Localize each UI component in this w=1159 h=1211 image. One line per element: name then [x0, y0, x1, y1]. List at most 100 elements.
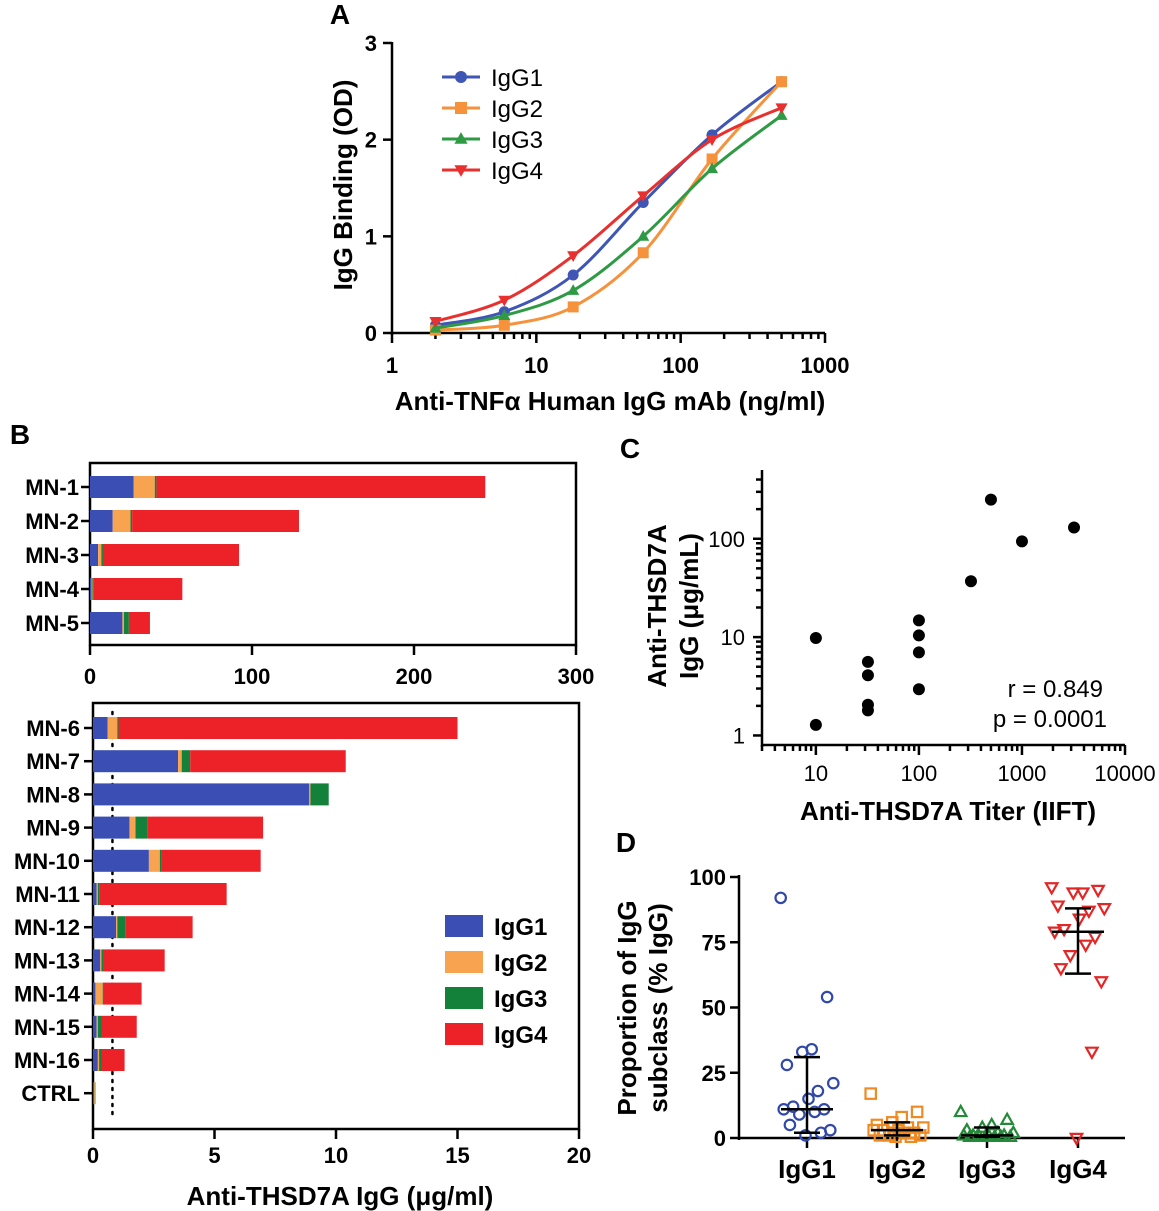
panel-label-a: A: [330, 0, 350, 30]
panel-d-category-label: IgG4: [1049, 1154, 1107, 1184]
panel-c-point: [913, 614, 925, 626]
panel-d-y-axis-label-line2: subclass (% IgG): [643, 903, 673, 1113]
panel-d-point-igg4: [1092, 886, 1103, 896]
panel-b-bottom-bar-igg4: [126, 916, 193, 938]
panel-b-top-bar-igg2: [98, 544, 101, 566]
panel-b-bottom-bar-igg2: [108, 717, 118, 739]
panel-b-bottom-bar-igg1: [93, 783, 309, 805]
panel-c-point: [985, 494, 997, 506]
panel-a-y-tick-label: 2: [365, 128, 377, 153]
panel-b-bottom-bar-igg3: [136, 817, 148, 839]
panel-a-legend-label: IgG2: [491, 96, 543, 123]
panel-d-y-tick-label: 0: [714, 1126, 726, 1151]
panel-d-point-igg4: [1052, 902, 1063, 912]
panel-a-y-tick-label: 1: [365, 224, 377, 249]
panel-b-legend-swatch-igg1: [445, 915, 483, 937]
panel-c-y-tick-label: 1: [733, 723, 745, 748]
panel-d-y-tick-label: 100: [689, 865, 726, 890]
panel-b-bottom-bar-igg1: [93, 717, 108, 739]
panel-b-top-bar-igg1: [90, 510, 113, 532]
panel-b-top-bar-igg3: [124, 612, 129, 634]
panel-b-bottom-bar-igg2: [97, 1016, 98, 1038]
panel-a-point-igg2: [776, 76, 787, 87]
panel-c-point: [862, 704, 874, 716]
panel-d-y-axis-label-line1: Proportion of IgG: [612, 900, 642, 1115]
panel-c-point: [913, 646, 925, 658]
panel-c-point: [810, 632, 822, 644]
panel-b-bottom-bar-igg4: [148, 817, 263, 839]
panel-b-bottom-bar-igg4: [99, 883, 227, 905]
panel-b-top-bar-igg2: [134, 476, 155, 498]
panel-a-x-tick-label: 1000: [801, 353, 850, 378]
panel-b-top-bar-igg4: [156, 476, 485, 498]
panel-b-top-bar-igg3: [92, 578, 93, 600]
panel-b-bottom-bar-igg4: [119, 717, 458, 739]
panel-d-point-igg1: [822, 992, 832, 1002]
panel-b-top-x-tick-label: 100: [234, 664, 271, 689]
panel-b-bottom-bar-igg2: [149, 850, 160, 872]
panel-b-legend-swatch-igg3: [445, 987, 483, 1009]
panel-d-point-igg4: [1068, 889, 1079, 899]
panel-a-x-tick-label: 10: [524, 353, 548, 378]
panel-d-point-igg1: [797, 1047, 807, 1057]
panel-d-point-igg1: [803, 1094, 813, 1104]
panel-b-bottom-category-label: MN-10: [14, 849, 80, 874]
panel-b-bottom-category-label: MN-16: [14, 1048, 80, 1073]
panel-a-legend-marker: [455, 102, 467, 114]
panel-a-point-igg2: [568, 301, 579, 312]
panel-a-point-igg2: [638, 247, 649, 258]
panel-a-legend-label: IgG3: [491, 127, 543, 154]
panel-d-point-igg1: [776, 893, 786, 903]
panel-c-chart: Anti-THSD7A IgG (μg/mL) Anti-THSD7A Tite…: [642, 470, 1156, 826]
panel-b-x-axis-label: Anti-THSD7A IgG (μg/ml): [187, 1181, 494, 1211]
panel-c-x-tick-label: 10000: [1094, 761, 1155, 786]
panel-a-y-tick-label: 3: [365, 31, 377, 56]
panel-b-top-x-tick-label: 300: [558, 664, 595, 689]
panel-b-bottom-bar-igg3: [103, 983, 104, 1005]
panel-b-top-bar-igg3: [101, 544, 103, 566]
panel-b-bottom-bar-igg2: [116, 916, 117, 938]
panel-c-p-annotation: p = 0.0001: [993, 706, 1107, 733]
panel-a-point-igg4: [706, 135, 718, 146]
panel-d-point-igg2: [866, 1088, 876, 1098]
panel-a-legend-label: IgG1: [491, 65, 543, 92]
panel-c-x-tick-label: 1000: [997, 761, 1046, 786]
panel-b-bottom-bar-igg4: [104, 949, 165, 971]
panel-a-point-igg2: [499, 320, 510, 331]
panel-b-top-bar-igg4: [129, 612, 150, 634]
panel-d-point-igg1: [828, 1078, 838, 1088]
panel-b-bottom-bar-igg2: [95, 983, 102, 1005]
panel-d-y-tick-label: 75: [702, 930, 726, 955]
panel-b-top-bar-igg4: [132, 510, 299, 532]
panel-b-bottom-category-label: MN-9: [26, 816, 80, 841]
panel-b-bottom-bar-igg2: [97, 883, 98, 905]
panel-b-top-bar-igg3: [155, 476, 157, 498]
panel-b-bottom-bar-igg4: [161, 850, 261, 872]
panel-b-bottom-bar-igg3: [98, 1016, 102, 1038]
panel-b-bottom-bar-igg3: [102, 949, 104, 971]
panel-b-bottom-bar-igg2: [129, 817, 135, 839]
panel-b-top-bar-igg2: [113, 510, 131, 532]
panel-c-r-annotation: r = 0.849: [1008, 676, 1103, 703]
panel-b-bottom-bar-igg4: [190, 750, 346, 772]
panel-b-bottom-bar-igg1: [93, 750, 178, 772]
panel-label-c: C: [620, 433, 640, 464]
panel-d-point-igg4: [1086, 1048, 1097, 1058]
panel-b-bottom-category-label: MN-13: [14, 948, 80, 973]
panel-b-bottom-bar-igg3: [117, 717, 118, 739]
panel-d-point-igg1: [785, 1120, 795, 1130]
panel-b-bottom-bar-igg3: [160, 850, 161, 872]
panel-d-point-igg3: [955, 1106, 966, 1116]
panel-b-bottom-x-tick-label: 5: [208, 1143, 220, 1168]
panel-c-y-axis-label-line1: Anti-THSD7A: [642, 524, 672, 687]
panel-c-y-axis-label-line2: IgG (μg/mL): [674, 533, 704, 679]
panel-d-point-igg1: [794, 1109, 804, 1119]
panel-b-top-chart: 0 100 200 300MN-1MN-2MN-3MN-4MN-5: [25, 463, 594, 689]
panel-c-point: [913, 629, 925, 641]
panel-c-point: [913, 683, 925, 695]
panel-c-point: [862, 669, 874, 681]
panel-a-series-line-igg1: [435, 82, 781, 326]
panel-a-legend-label: IgG4: [491, 158, 543, 185]
panel-b-top-bar-igg2: [122, 612, 124, 634]
panel-b-bottom-bar-igg3: [182, 750, 191, 772]
